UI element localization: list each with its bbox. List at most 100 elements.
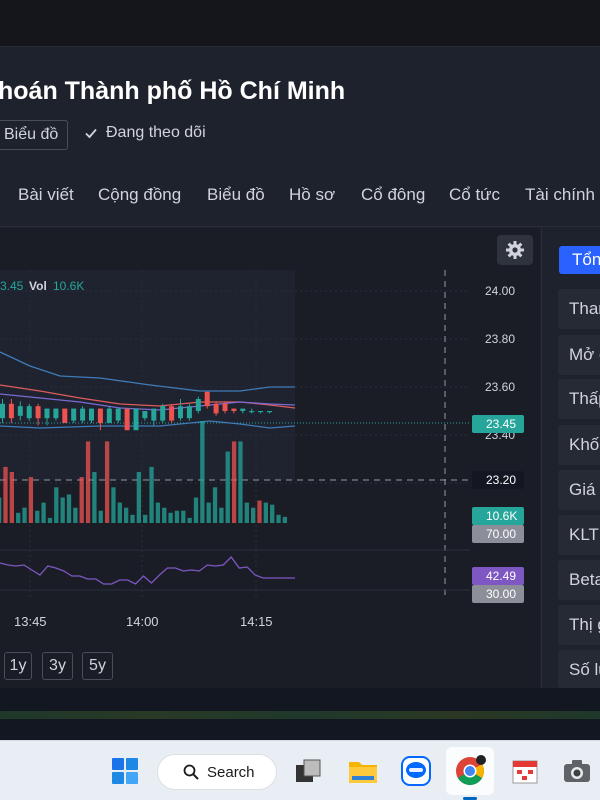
volume-bar — [85, 441, 91, 523]
legend-vol-value: 10.6K — [53, 279, 84, 293]
rsi-lower-tag-bg — [472, 585, 524, 603]
volume-bar — [92, 472, 97, 523]
calendar-app-button[interactable] — [509, 755, 541, 787]
candle-body — [44, 408, 50, 419]
range-3y-button[interactable]: 3y — [42, 652, 73, 680]
windows-taskbar: Search — [0, 740, 600, 800]
candle-body — [106, 408, 112, 423]
volume-bar — [257, 500, 262, 523]
volume-bar — [73, 507, 78, 523]
candle-body — [26, 406, 32, 419]
tab-dividends[interactable]: Cổ tức — [449, 185, 501, 204]
rsi-upper-tag-bg — [472, 525, 524, 543]
volume-bar — [60, 497, 65, 523]
price-tick-label: 23.80 — [485, 332, 515, 346]
overview-tab[interactable]: Tổng — [559, 246, 600, 274]
volume-bar — [28, 477, 34, 523]
volume-bar — [187, 517, 192, 523]
tab-financials[interactable]: Tài chính — [525, 185, 595, 204]
volume-bar — [206, 502, 211, 523]
last-price-tag-bg — [472, 415, 524, 433]
task-view-icon — [296, 759, 321, 782]
chrome-icon — [456, 755, 486, 785]
volume-bar — [130, 514, 135, 523]
volume-bar — [212, 487, 218, 523]
volume-tag-bg — [472, 507, 524, 525]
price-chart[interactable]: 24.0023.8023.6023.4023.2023.4523.2010.6K… — [0, 228, 540, 688]
candle-body — [204, 391, 210, 407]
file-explorer-button[interactable] — [347, 755, 379, 787]
chart-settings-button[interactable] — [497, 235, 533, 265]
legend-vol-label: Vol — [29, 279, 47, 293]
legend-close: 3.45 — [0, 279, 24, 293]
volume-bar — [124, 507, 129, 523]
candle-body — [115, 408, 121, 421]
volume-bar — [168, 512, 173, 523]
range-1y-button[interactable]: 1y — [4, 652, 32, 680]
info-row: Beta — [558, 560, 600, 600]
tab-shareholders[interactable]: Cổ đông — [361, 185, 426, 204]
chrome-button[interactable] — [454, 755, 486, 787]
start-button[interactable] — [109, 755, 141, 787]
zalo-icon — [401, 756, 431, 786]
volume-bar — [231, 441, 237, 523]
candle-body — [186, 406, 192, 419]
bollinger-bands — [0, 351, 296, 429]
volume-bar — [66, 494, 72, 523]
tab-chart[interactable]: Biểu đồ — [207, 185, 265, 204]
taskbar-search[interactable]: Search — [157, 754, 277, 790]
candle-body — [160, 406, 166, 421]
price-axis: 24.0023.8023.6023.4023.2023.4523.2010.6K… — [472, 284, 524, 603]
info-row: Khối — [558, 425, 600, 465]
candle-body — [8, 403, 14, 419]
candle-body — [195, 399, 201, 411]
volume-bars — [0, 421, 288, 523]
volume-bar — [162, 507, 167, 523]
candle-body — [267, 411, 272, 413]
follow-button[interactable]: Đang theo dõi — [84, 124, 206, 142]
range-5y-button[interactable]: 5y — [82, 652, 113, 680]
calendar-app-icon — [512, 760, 538, 784]
volume-bar — [16, 512, 21, 523]
volume-bar — [263, 502, 268, 523]
volume-bar — [3, 466, 8, 523]
volume-bar — [111, 487, 116, 523]
volume-bar — [35, 510, 40, 523]
tab-community[interactable]: Cộng đồng — [98, 185, 182, 204]
price-tick-label: 23.60 — [485, 380, 515, 394]
volume-bar — [47, 517, 53, 523]
candle-body — [258, 411, 264, 413]
candle-body — [142, 411, 148, 419]
candle-body — [240, 408, 246, 411]
stock-tabs: Bài viết Cộng đồng Biểu đồ Hồ sơ Cổ đông… — [0, 165, 600, 227]
volume-bar — [79, 477, 84, 523]
volume-bar — [98, 510, 103, 523]
windows-start-icon — [112, 758, 138, 784]
candle-body — [0, 403, 5, 419]
volume-bar — [9, 472, 14, 523]
volume-bar — [276, 514, 281, 523]
task-view-button[interactable] — [292, 755, 324, 787]
gear-icon — [506, 241, 524, 259]
checkmark-icon — [85, 128, 97, 139]
bollinger-upper — [0, 351, 295, 392]
time-label: 13:45 — [14, 614, 47, 629]
volume-bar — [155, 502, 161, 523]
candle-body — [133, 408, 139, 431]
candle-body — [80, 408, 86, 421]
volume-bar — [270, 504, 275, 523]
zalo-button[interactable] — [400, 755, 432, 787]
chart-chip-button[interactable]: Biểu đồ — [0, 120, 69, 150]
folder-icon — [349, 762, 377, 783]
info-row: Giá — [558, 470, 600, 510]
search-label: Search — [207, 763, 255, 781]
camera-app-button[interactable] — [561, 755, 593, 787]
candle-body — [151, 408, 157, 421]
info-row: Thị giá — [558, 605, 600, 645]
volume-bar — [181, 510, 186, 523]
tab-profile[interactable]: Hồ sơ — [289, 185, 336, 204]
tab-posts[interactable]: Bài viết — [18, 185, 74, 204]
candlesticks — [0, 391, 272, 431]
candle-body — [17, 406, 23, 416]
